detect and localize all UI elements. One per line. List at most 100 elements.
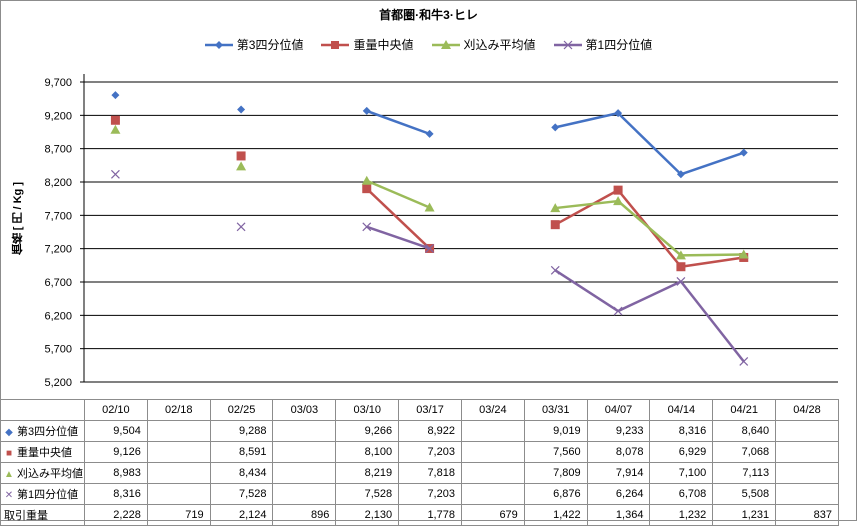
x-tick-label: 04/07 [586, 399, 651, 421]
legend-label: 第1四分位値 [585, 38, 653, 52]
data-point [675, 250, 686, 260]
table-cell: 1,422 [523, 504, 588, 526]
data-point [236, 151, 246, 161]
data-point [236, 161, 247, 171]
table-cell [146, 420, 211, 442]
legend-swatch [204, 40, 233, 49]
legend-entry: 第1四分位値 [553, 36, 653, 53]
table-cell: 7,914 [586, 462, 651, 484]
legend-entry: 第3四分位値 [204, 36, 304, 53]
table-cell: 1,232 [649, 504, 714, 526]
y-tick-label: 7,700 [44, 210, 72, 222]
legend-swatch [553, 40, 582, 49]
data-point [237, 105, 246, 114]
table-cell: 8,316 [84, 483, 148, 505]
legend-key-icon: ■ [5, 448, 13, 459]
table-cell: 7,113 [712, 462, 777, 484]
table-cell: 6,876 [523, 483, 588, 505]
data-table: 02/10 02/18 02/25 03/03 03/10 03/17 03/24 03/31… [0, 399, 839, 526]
table-cell: 7,203 [398, 441, 462, 463]
table-cell: 896 [272, 504, 337, 526]
data-point [236, 222, 246, 232]
data-point [362, 106, 371, 115]
table-cell: 7,560 [523, 441, 588, 463]
data-point [614, 109, 623, 118]
table-row-header: ■ 重量中央値 [0, 441, 85, 463]
series-name: 第1四分位値 [17, 489, 79, 501]
table-cell [775, 462, 839, 484]
table-cell: 9,019 [523, 420, 588, 442]
series-line-segment [680, 256, 744, 268]
table-cell: 9,233 [586, 420, 651, 442]
table-cell [272, 441, 337, 463]
data-point [550, 220, 560, 230]
table-row-header: ▲ 刈込み平均値 [0, 462, 85, 484]
table-cell [775, 420, 839, 442]
x-tick-label: 02/18 [146, 399, 211, 421]
table-row-header: ◆ 第3四分位値 [0, 420, 85, 442]
y-tick-label: 7,200 [44, 244, 72, 256]
x-tick-label: 03/17 [398, 399, 462, 421]
data-point [361, 175, 372, 185]
table-cell: 6,708 [649, 483, 714, 505]
table-cell: 8,219 [335, 462, 400, 484]
table-cell: 2,228 [84, 504, 148, 526]
table-cell: 1,364 [586, 504, 651, 526]
table-row-header: 取引重量 [0, 504, 85, 526]
table-header-row: 02/10 02/18 02/25 03/03 03/10 03/17 03/24 03/31… [0, 399, 839, 421]
legend-key-icon: ▲ [4, 469, 14, 480]
legend-swatch [431, 39, 460, 49]
data-point [362, 184, 372, 194]
table-cell: 8,640 [712, 420, 777, 442]
y-tick-label: 8,700 [44, 144, 72, 156]
data-point [424, 202, 435, 212]
series-name: 第3四分位値 [17, 426, 79, 438]
table-cell: 7,809 [523, 462, 588, 484]
y-tick-label: 5,200 [44, 377, 72, 389]
data-point [739, 148, 748, 157]
table-cell: 9,126 [84, 441, 148, 463]
x-tick-label: 04/28 [775, 399, 839, 421]
data-point [551, 123, 560, 132]
data-point [550, 265, 560, 275]
x-tick-label: 03/24 [460, 399, 525, 421]
series-line-segment [366, 179, 431, 209]
table-cell: 8,100 [335, 441, 400, 463]
series-line-segment [555, 199, 619, 210]
y-tick-label: 6,700 [44, 277, 72, 289]
series-line-segment [554, 269, 619, 313]
table-cell [775, 441, 839, 463]
table-cell: 719 [146, 504, 211, 526]
table-cell: 8,983 [84, 462, 148, 484]
series-line-segment [617, 280, 682, 313]
legend-swatch [321, 40, 350, 49]
legend: 第3四分位値 重量中央値 刈込み平均値 第1四分位値 [0, 36, 857, 53]
table-cell: 7,528 [209, 483, 274, 505]
data-point [676, 170, 685, 179]
table-cell [460, 420, 525, 442]
table-cell [460, 441, 525, 463]
table-cell [775, 483, 839, 505]
y-tick-label: 8,200 [44, 177, 72, 189]
legend-label: 第3四分位値 [236, 38, 304, 52]
table-cell: 837 [775, 504, 839, 526]
table-cell: 8,316 [649, 420, 714, 442]
table-cell: 9,504 [84, 420, 148, 442]
table-cell [460, 483, 525, 505]
y-tick-label: 6,200 [44, 310, 72, 322]
table-row: ■ 重量中央値 9,126 8,591 8,100 7,203 7,560 8,078 6,92… [0, 441, 839, 463]
data-point [613, 185, 623, 195]
data-point [739, 357, 749, 366]
series-line-segment [679, 280, 745, 363]
series-line-segment [366, 225, 430, 250]
data-point [111, 91, 120, 100]
legend-key-icon: ✕ [4, 490, 14, 501]
x-tick-label: 03/10 [335, 399, 400, 421]
table-cell: 8,434 [209, 462, 274, 484]
table-cell: 5,508 [712, 483, 777, 505]
table-cell: 8,078 [586, 441, 651, 463]
table-cell [272, 462, 337, 484]
y-tick-label: 9,200 [44, 110, 72, 122]
data-point [425, 129, 434, 138]
table-cell: 8,591 [209, 441, 274, 463]
